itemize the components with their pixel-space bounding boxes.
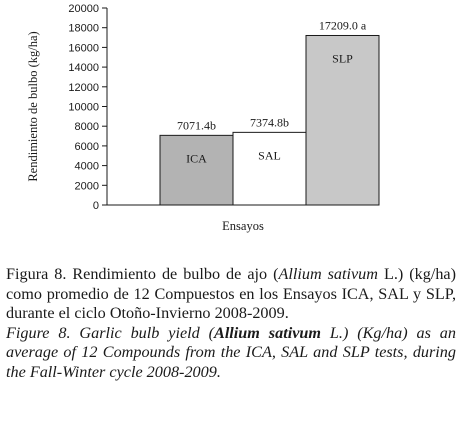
y-tick-label: 16000 bbox=[68, 42, 99, 54]
caption-spanish: Figura 8. Rendimiento de bulbo de ajo (A… bbox=[6, 265, 456, 324]
bar-data-label: 7071.4b bbox=[177, 118, 216, 132]
chart-canvas: 0 2000 4000 6000 8000 10000 12000 14000 16000 180… bbox=[26, 3, 380, 233]
bars bbox=[159, 34, 380, 206]
bar-category-label: SLP bbox=[332, 51, 353, 65]
bar bbox=[159, 134, 234, 206]
caption-es-suffix: L.) (kg/ha) como promedio de 12 Compuest… bbox=[6, 265, 456, 322]
caption-es-prefix: Figura 8. Rendimiento de bulbo de ajo ( bbox=[6, 265, 279, 283]
bar-data-label: 7374.8b bbox=[250, 115, 289, 129]
y-tick-label: 8000 bbox=[75, 121, 99, 133]
bar-data-label: 17209.0 a bbox=[319, 18, 367, 32]
bar-category-label: SAL bbox=[258, 148, 281, 162]
bar bbox=[232, 131, 307, 206]
labels: ICA 7071.4b SAL 7374.8b SLP 17209.0 a bbox=[177, 18, 367, 165]
y-tick-label: 20000 bbox=[68, 3, 99, 15]
y-tick-label: 2000 bbox=[75, 180, 99, 192]
bar-category-label: ICA bbox=[186, 151, 207, 165]
y-tick-label: 0 bbox=[93, 200, 99, 212]
bar-chart: 0 2000 4000 6000 8000 10000 12000 14000 16000 180… bbox=[26, 3, 380, 233]
y-tick-label: 6000 bbox=[75, 141, 99, 153]
caption-es-species: Allium sativum bbox=[278, 265, 378, 283]
y-tick-label: 4000 bbox=[75, 161, 99, 173]
caption-en-prefix: Figure 8. Garlic bulb yield ( bbox=[6, 323, 215, 342]
y-tick-label: 10000 bbox=[68, 102, 99, 114]
y-tick-label: 18000 bbox=[68, 23, 99, 35]
caption-en-species: Allium sativum bbox=[214, 323, 321, 342]
y-axis-title: Rendimiento de bulbo (kg/ha) bbox=[26, 31, 40, 181]
y-tick-label: 14000 bbox=[68, 62, 99, 74]
y-tick-label: 12000 bbox=[68, 82, 99, 94]
caption-en-suffix: L.) (Kg/ha) as an average of 12 Compound… bbox=[6, 323, 456, 381]
figure-caption: Figura 8. Rendimiento de bulbo de ajo (A… bbox=[6, 265, 456, 382]
bar bbox=[305, 34, 380, 206]
axes: 0 2000 4000 6000 8000 10000 12000 14000 16000 180… bbox=[26, 3, 379, 233]
x-axis-title: Ensayos bbox=[222, 219, 264, 233]
caption-english: Figure 8. Garlic bulb yield (Allium sati… bbox=[6, 324, 456, 383]
